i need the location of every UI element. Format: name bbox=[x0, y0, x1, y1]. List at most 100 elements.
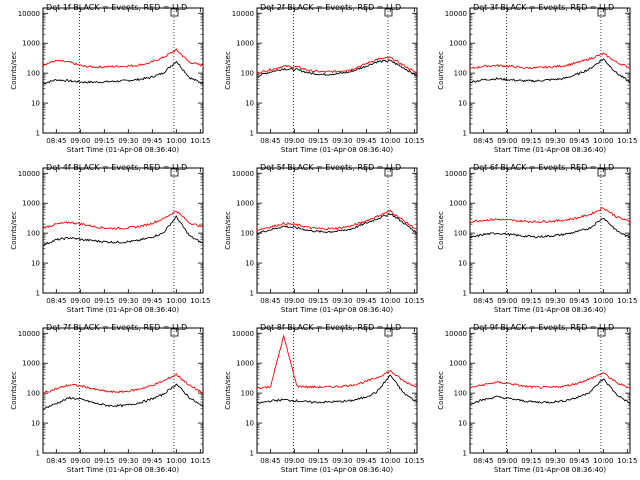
chart-title: Det 3f BLACK = Events, RED = LLD bbox=[473, 3, 614, 12]
y-tick-label: 10000 bbox=[445, 170, 467, 178]
series-line-lld bbox=[42, 48, 204, 69]
chart-panel-5: Det 5f BLACK = Events, RED = LLD 1 10 100 10… bbox=[224, 163, 424, 314]
x-tick-label: 09:30 bbox=[332, 457, 352, 465]
x-tick-label: 09:15 bbox=[521, 457, 541, 465]
plot-frame bbox=[469, 167, 631, 294]
y-tick-label: 100 bbox=[27, 70, 40, 78]
x-tick-label: 09:00 bbox=[497, 457, 517, 465]
x-tick-label: 08:45 bbox=[260, 137, 280, 145]
series-line-lld bbox=[469, 372, 631, 390]
x-axis-label: Start Time (01-Apr-08 08:36:40) bbox=[281, 146, 393, 154]
y-tick-label: 10 bbox=[31, 260, 40, 268]
x-tick-label: 09:00 bbox=[70, 297, 90, 305]
series-line-events bbox=[42, 383, 204, 410]
x-tick-label: 09:15 bbox=[94, 457, 114, 465]
y-tick-label: 1 bbox=[463, 130, 467, 138]
plot-frame bbox=[42, 167, 204, 294]
x-axis-label: Start Time (01-Apr-08 08:36:40) bbox=[494, 306, 606, 314]
x-tick-label: 10:15 bbox=[404, 457, 424, 465]
x-tick-label: 09:45 bbox=[356, 297, 376, 305]
y-tick-label: 1 bbox=[36, 450, 40, 458]
y-tick-label: 10 bbox=[458, 420, 467, 428]
series-line-events bbox=[469, 378, 631, 405]
y-tick-label: 1 bbox=[250, 290, 254, 298]
y-tick-label: 10000 bbox=[18, 10, 40, 18]
series-line-events bbox=[469, 58, 631, 84]
series-line-events bbox=[42, 215, 204, 247]
x-tick-label: 09:45 bbox=[356, 137, 376, 145]
x-tick-label: 09:30 bbox=[118, 457, 138, 465]
x-tick-label: 10:15 bbox=[404, 137, 424, 145]
x-tick-label: 10:00 bbox=[166, 457, 186, 465]
y-axis-label: Counts/sec bbox=[437, 51, 445, 90]
x-axis-label: Start Time (01-Apr-08 08:36:40) bbox=[494, 466, 606, 474]
y-tick-label: 100 bbox=[241, 70, 254, 78]
y-axis-label: Counts/sec bbox=[224, 51, 232, 90]
legend-box bbox=[170, 8, 179, 17]
x-tick-label: 09:15 bbox=[521, 297, 541, 305]
x-axis-label: Start Time (01-Apr-08 08:36:40) bbox=[67, 306, 179, 314]
x-tick-label: 10:00 bbox=[166, 297, 186, 305]
y-tick-label: 1 bbox=[36, 130, 40, 138]
x-tick-label: 09:45 bbox=[569, 137, 589, 145]
y-tick-label: 1 bbox=[36, 290, 40, 298]
x-axis-label: Start Time (01-Apr-08 08:36:40) bbox=[67, 146, 179, 154]
x-tick-label: 10:15 bbox=[404, 297, 424, 305]
y-tick-label: 10 bbox=[245, 100, 254, 108]
chart-title: Det 7f BLACK = Events, RED = LLD bbox=[46, 323, 187, 332]
series-line-events bbox=[256, 59, 418, 78]
legend-box bbox=[384, 8, 393, 17]
x-tick-label: 09:00 bbox=[70, 457, 90, 465]
chart-title: Det 6f BLACK = Events, RED = LLD bbox=[473, 163, 614, 172]
series-line-lld bbox=[256, 334, 418, 390]
chart-panel-7: Det 7f BLACK = Events, RED = LLD 1 10 100 10… bbox=[10, 323, 210, 474]
x-tick-label: 09:45 bbox=[356, 457, 376, 465]
x-axis-label: Start Time (01-Apr-08 08:36:40) bbox=[494, 146, 606, 154]
x-tick-label: 10:15 bbox=[617, 457, 637, 465]
plot-frame bbox=[256, 7, 418, 134]
x-tick-label: 10:00 bbox=[380, 137, 400, 145]
chart-panel-1: Det 1f BLACK = Events, RED = LLD 1 10 100 10… bbox=[10, 3, 210, 154]
legend-box bbox=[597, 328, 606, 337]
chart-title: Det 2f BLACK = Events, RED = LLD bbox=[260, 3, 401, 12]
y-tick-label: 10 bbox=[31, 100, 40, 108]
y-tick-label: 1000 bbox=[22, 40, 40, 48]
y-tick-label: 100 bbox=[27, 230, 40, 238]
legend-box bbox=[597, 8, 606, 17]
x-tick-label: 09:15 bbox=[94, 297, 114, 305]
y-tick-label: 100 bbox=[454, 230, 467, 238]
x-tick-label: 08:45 bbox=[473, 457, 493, 465]
y-tick-label: 100 bbox=[454, 70, 467, 78]
x-tick-label: 09:15 bbox=[521, 137, 541, 145]
y-tick-label: 1000 bbox=[236, 200, 254, 208]
y-axis-label: Counts/sec bbox=[10, 211, 18, 250]
series-line-lld bbox=[469, 52, 631, 70]
x-tick-label: 10:00 bbox=[166, 137, 186, 145]
y-tick-label: 1000 bbox=[449, 40, 467, 48]
legend-box bbox=[170, 168, 179, 177]
chart-title: Det 1f BLACK = Events, RED = LLD bbox=[46, 3, 187, 12]
x-tick-label: 09:00 bbox=[284, 457, 304, 465]
x-tick-label: 09:30 bbox=[118, 297, 138, 305]
y-tick-label: 10000 bbox=[232, 170, 254, 178]
y-tick-label: 10 bbox=[245, 420, 254, 428]
y-tick-label: 1000 bbox=[449, 360, 467, 368]
y-tick-label: 1000 bbox=[236, 40, 254, 48]
x-tick-label: 09:45 bbox=[142, 457, 162, 465]
series-line-lld bbox=[42, 373, 204, 395]
y-axis-label: Counts/sec bbox=[224, 371, 232, 410]
chart-title: Det 5f BLACK = Events, RED = LLD bbox=[260, 163, 401, 172]
chart-panel-4: Det 4f BLACK = Events, RED = LLD 1 10 100 10… bbox=[10, 163, 210, 314]
x-tick-label: 10:15 bbox=[190, 297, 210, 305]
x-tick-label: 10:15 bbox=[190, 137, 210, 145]
chart-panel-8: Det 8f BLACK = Events, RED = LLD 1 10 100 10… bbox=[224, 323, 424, 474]
chart-panel-2: Det 2f BLACK = Events, RED = LLD 1 10 100 10… bbox=[224, 3, 424, 154]
y-axis-label: Counts/sec bbox=[224, 211, 232, 250]
y-tick-label: 1000 bbox=[22, 200, 40, 208]
chart-title: Det 9f BLACK = Events, RED = LLD bbox=[473, 323, 614, 332]
x-tick-label: 10:00 bbox=[593, 457, 613, 465]
x-tick-label: 08:45 bbox=[473, 297, 493, 305]
x-tick-label: 09:00 bbox=[70, 137, 90, 145]
y-tick-label: 1 bbox=[463, 450, 467, 458]
